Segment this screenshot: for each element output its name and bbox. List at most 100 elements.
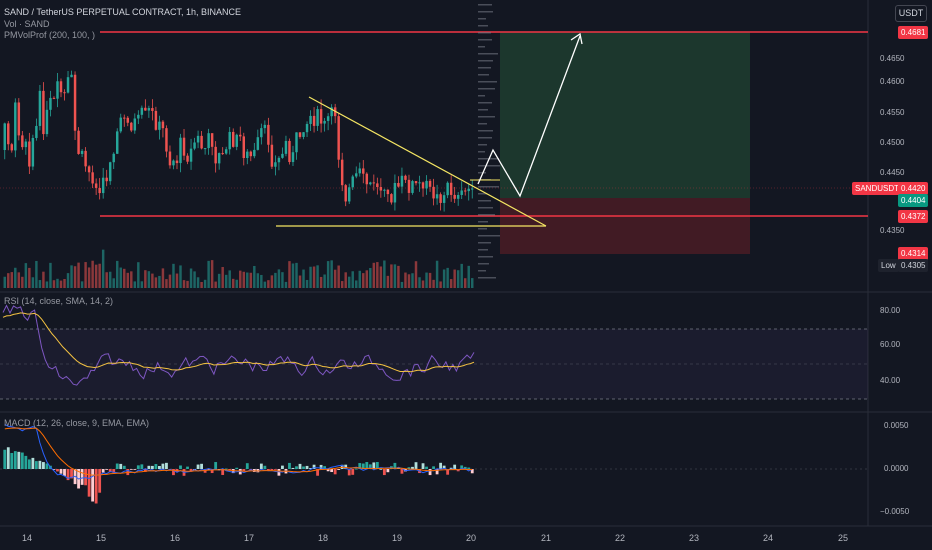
volume-profile-bar [478, 228, 487, 230]
stop-price-tag: 0.4314 [898, 247, 929, 260]
candle-body [362, 168, 365, 174]
entry-price-tag: 0.4404 [898, 194, 929, 207]
volume-profile-legend[interactable]: PMVolProf (200, 100, ) [4, 30, 96, 40]
candle-body [442, 195, 446, 203]
candle-body [10, 144, 14, 151]
candle-body [130, 122, 133, 131]
volume-bar [379, 266, 383, 288]
candle-body [193, 142, 196, 149]
volume-bar [260, 274, 263, 288]
candle-body [70, 74, 73, 78]
volume-bar [207, 260, 210, 288]
volume-bar [130, 271, 133, 288]
macd-histogram-bar [245, 463, 249, 469]
price-axis-label: 0.4500 [880, 138, 905, 147]
macd-histogram-bar [365, 462, 369, 469]
macd-histogram-bar [375, 462, 379, 469]
candle-body [400, 175, 404, 187]
macd-histogram-bar [136, 465, 140, 469]
volume-profile-bar [478, 95, 485, 97]
volume-profile-bar [478, 25, 488, 27]
time-axis-label: 23 [688, 533, 700, 543]
macd-histogram-bar [281, 465, 284, 469]
volume-bar [105, 272, 108, 288]
volume-bar [221, 267, 224, 288]
volume-bar [87, 267, 91, 288]
macd-legend[interactable]: MACD (12, 26, close, 9, EMA, EMA) [4, 418, 150, 428]
symbol-legend[interactable]: SAND / TetherUS PERPETUAL CONTRACT, 1h, … [4, 7, 242, 17]
volume-bar [471, 278, 474, 288]
volume-bar [439, 281, 442, 288]
volume-indicator-legend[interactable]: Vol · SAND [4, 19, 50, 29]
candle-body [144, 107, 147, 111]
macd-histogram-bar [91, 469, 95, 502]
macd-histogram-bar [115, 463, 119, 469]
volume-bar [404, 272, 407, 288]
macd-histogram-bar [449, 467, 453, 469]
candle-body [302, 132, 305, 137]
volume-bar [210, 260, 214, 288]
candle-body [31, 137, 35, 167]
volume-bar [256, 273, 260, 288]
volume-bar [35, 260, 38, 288]
rsi-legend[interactable]: RSI (14, close, SMA, 14, 2) [4, 296, 114, 306]
macd-histogram-bar [20, 452, 24, 469]
candle-body [407, 179, 411, 193]
volume-bar [344, 272, 347, 288]
volume-bar [305, 279, 309, 288]
macd-histogram-bar [17, 451, 21, 469]
volume-bar [161, 268, 165, 288]
volume-profile-bar [478, 18, 486, 20]
volume-bar [263, 281, 267, 288]
candle-body [3, 123, 6, 150]
candle-body [281, 153, 284, 158]
volume-bar [196, 277, 200, 288]
candle-body [404, 175, 407, 180]
macd-histogram-bar [38, 460, 42, 469]
candle-body [274, 162, 277, 167]
macd-histogram-bar [291, 467, 295, 469]
volume-profile-bar [478, 46, 485, 48]
volume-profile-bar [478, 256, 493, 258]
macd-histogram-bar [414, 462, 418, 469]
candle-body [154, 110, 158, 130]
macd-axis-label: −0.0050 [880, 507, 910, 516]
currency-selector[interactable]: USDT [895, 5, 927, 22]
volume-bar [376, 262, 379, 288]
macd-histogram-bar [347, 469, 351, 476]
macd-histogram-bar [172, 469, 175, 476]
volume-bar [73, 266, 77, 288]
macd-histogram-bar [45, 463, 49, 469]
volume-bar [281, 272, 284, 288]
candle-body [337, 116, 340, 160]
candle-body [390, 194, 393, 203]
macd-histogram-bar [186, 466, 189, 469]
candle-body [365, 173, 369, 185]
macd-histogram-bar [56, 469, 59, 472]
candle-body [316, 109, 319, 126]
volume-profile-bar [478, 67, 491, 69]
macd-histogram-bar [400, 469, 404, 474]
volume-bar [203, 279, 207, 288]
volume-bar [231, 278, 235, 288]
macd-histogram-bar [210, 469, 214, 474]
volume-bar [14, 267, 17, 288]
volume-bar [421, 280, 425, 288]
volume-bar [295, 262, 298, 288]
volume-bar [119, 267, 122, 288]
signal-line [4, 427, 473, 476]
macd-histogram-bar [361, 463, 365, 469]
candle-body [326, 116, 330, 121]
volume-bar [56, 278, 59, 288]
candle-body [460, 190, 463, 195]
candle-body [200, 135, 203, 149]
macd-histogram-bar [242, 469, 246, 471]
candle-body [263, 124, 267, 129]
macd-histogram-bar [108, 469, 112, 472]
macd-histogram-bar [305, 465, 309, 469]
volume-bar [418, 277, 421, 288]
candle-body [214, 146, 217, 164]
volume-bar [158, 275, 161, 288]
